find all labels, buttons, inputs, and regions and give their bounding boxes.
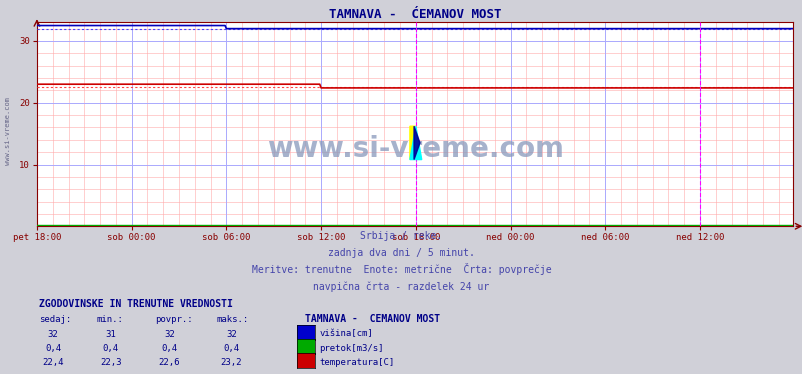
Text: sedaj:: sedaj: [38, 315, 71, 324]
Text: povpr.:: povpr.: [155, 315, 192, 324]
Text: 32: 32 [164, 329, 175, 338]
Text: navpična črta - razdelek 24 ur: navpična črta - razdelek 24 ur [313, 281, 489, 292]
Polygon shape [414, 126, 419, 160]
Text: Srbija / reke.: Srbija / reke. [360, 232, 442, 241]
Text: 22,4: 22,4 [43, 358, 63, 367]
Text: www.si-vreme.com: www.si-vreme.com [266, 135, 563, 163]
Text: višina[cm]: višina[cm] [319, 329, 373, 338]
Text: 32: 32 [225, 329, 237, 338]
Text: 23,2: 23,2 [221, 358, 241, 367]
Text: 0,4: 0,4 [103, 344, 119, 353]
Text: 0,4: 0,4 [161, 344, 177, 353]
Text: 0,4: 0,4 [45, 344, 61, 353]
Text: zadnja dva dni / 5 minut.: zadnja dva dni / 5 minut. [328, 248, 474, 258]
Text: 32: 32 [47, 329, 59, 338]
Polygon shape [409, 126, 415, 160]
Text: temperatura[C]: temperatura[C] [319, 358, 395, 367]
Polygon shape [409, 126, 421, 160]
Text: 31: 31 [105, 329, 116, 338]
Text: www.si-vreme.com: www.si-vreme.com [5, 97, 11, 165]
Title: TAMNAVA -  ĆEMANOV MOST: TAMNAVA - ĆEMANOV MOST [329, 8, 500, 21]
Text: Meritve: trenutne  Enote: metrične  Črta: povprečje: Meritve: trenutne Enote: metrične Črta: … [251, 263, 551, 275]
Text: 0,4: 0,4 [223, 344, 239, 353]
Text: min.:: min.: [96, 315, 123, 324]
Text: TAMNAVA -  CEMANOV MOST: TAMNAVA - CEMANOV MOST [305, 314, 439, 324]
Text: 22,3: 22,3 [100, 358, 121, 367]
Text: pretok[m3/s]: pretok[m3/s] [319, 344, 383, 353]
Text: maks.:: maks.: [217, 315, 249, 324]
Text: ZGODOVINSKE IN TRENUTNE VREDNOSTI: ZGODOVINSKE IN TRENUTNE VREDNOSTI [38, 300, 232, 309]
Text: 22,6: 22,6 [159, 358, 180, 367]
